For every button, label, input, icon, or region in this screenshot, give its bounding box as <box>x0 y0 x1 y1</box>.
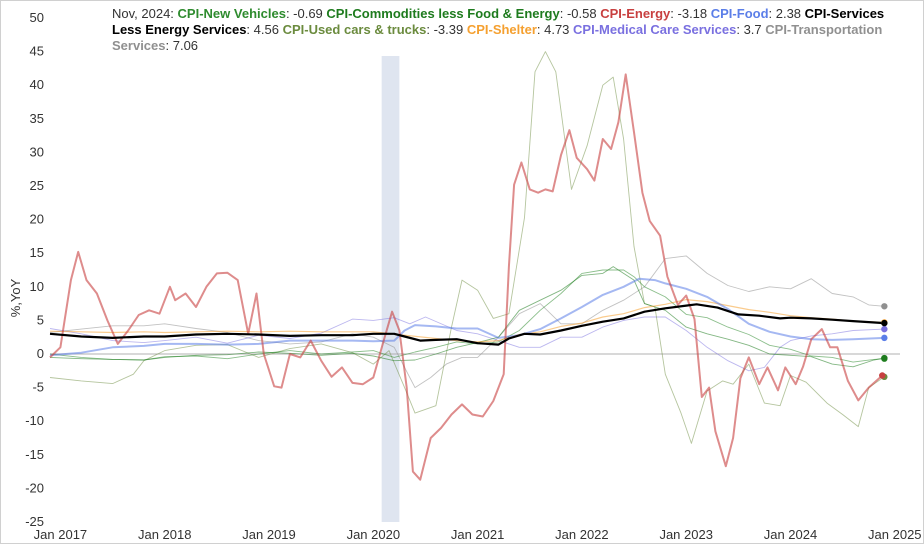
y-tick-label: 25 <box>30 178 44 193</box>
y-tick-label: -25 <box>25 514 44 529</box>
legend-series-value: : 4.73 <box>536 22 574 37</box>
x-tick-label: Jan 2020 <box>347 527 401 542</box>
x-tick-labels: Jan 2017 Jan 2018 Jan 2019 Jan 2020 Jan 2021… <box>34 527 922 542</box>
x-tick-label: Jan 2024 <box>764 527 818 542</box>
series-layer <box>49 51 885 481</box>
y-tick-label: -15 <box>25 447 44 462</box>
legend-item: CPI-New Vehicles: -0.69 <box>178 6 327 21</box>
endpoint-layer <box>879 303 888 381</box>
legend-date: Nov, 2024: <box>112 6 174 21</box>
legend-item: CPI-Services Less Energy Services: 4.56 <box>112 6 884 37</box>
y-axis-label: %,YoY <box>8 278 23 317</box>
x-tick-label: Jan 2018 <box>138 527 192 542</box>
recession-band-layer <box>381 56 400 522</box>
series-line-cpi-commodities-less-food-energy <box>49 266 885 368</box>
legend-items: CPI-New Vehicles: -0.69 CPI-Commodities … <box>112 6 884 53</box>
legend-item: CPI-Medical Care Services: 3.7 <box>573 22 765 37</box>
x-tick-label: Jan 2021 <box>451 527 505 542</box>
y-tick-labels: -25 -20 -15 -10 -5 0 5 10 15 20 25 30 35 40 45 50 <box>25 10 44 529</box>
x-tick-label: Jan 2023 <box>659 527 713 542</box>
y-tick-label: 45 <box>30 44 44 59</box>
legend-series-name: CPI-Medical Care Services <box>573 22 737 37</box>
legend-series-value: : -3.18 <box>670 6 711 21</box>
series-line-cpi-energy <box>49 73 883 481</box>
legend-series-name: CPI-Used cars & trucks <box>282 22 427 37</box>
y-tick-label: 40 <box>30 77 44 92</box>
legend-series-value: : 2.38 <box>768 6 805 21</box>
legend: Nov, 2024: CPI-New Vehicles: -0.69 CPI-C… <box>112 6 902 54</box>
legend-series-name: CPI-Transportation Services <box>112 22 883 53</box>
legend-series-value: : -3.39 <box>426 22 467 37</box>
legend-item: CPI-Shelter: 4.73 <box>467 22 573 37</box>
y-tick-label: 35 <box>30 111 44 126</box>
y-tick-label: 50 <box>30 10 44 25</box>
endpoint-cpi-transportation-services <box>881 303 888 310</box>
legend-series-name: CPI-Services Less Energy Services <box>112 6 885 37</box>
recession-band <box>381 56 400 522</box>
legend-series-value: : 7.06 <box>165 38 199 53</box>
legend-series-name: CPI-Food <box>710 6 769 21</box>
series-line-cpi-transportation-services <box>49 255 885 389</box>
endpoint-cpi-food <box>881 334 888 342</box>
endpoint-cpi-medical-care-services <box>881 325 888 333</box>
endpoint-cpi-commodities-less-food-energy <box>881 354 888 362</box>
legend-series-name: CPI-Energy <box>600 6 671 21</box>
y-tick-label: 15 <box>30 245 44 260</box>
legend-item: CPI-Food: 2.38 <box>711 6 805 21</box>
legend-item: CPI-Transportation Services: 7.06 <box>112 22 882 53</box>
y-tick-label: 5 <box>37 312 44 327</box>
legend-item: CPI-Energy: -3.18 <box>600 6 711 21</box>
series-line-cpi-services-less-energy-services <box>49 303 885 346</box>
x-tick-label: Jan 2022 <box>555 527 609 542</box>
y-tick-label: -10 <box>25 413 44 428</box>
y-tick-label: -20 <box>25 480 44 495</box>
series-line-cpi-medical-care-services <box>49 316 885 372</box>
legend-series-value: : 4.56 <box>246 22 283 37</box>
y-tick-label: 30 <box>30 144 44 159</box>
endpoint-cpi-services-less-energy-services <box>881 319 888 327</box>
x-tick-label: Jan 2017 <box>34 527 88 542</box>
legend-item: CPI-Used cars & trucks: -3.39 <box>283 22 467 37</box>
legend-series-name: CPI-Commodities less Food & Energy <box>326 6 560 21</box>
y-tick-label: 10 <box>30 279 44 294</box>
legend-series-name: CPI-New Vehicles <box>177 6 286 21</box>
legend-series-value: : -0.69 <box>285 6 327 21</box>
legend-item: CPI-Commodities less Food & Energy: -0.5… <box>326 6 600 21</box>
x-tick-label: Jan 2019 <box>242 527 296 542</box>
y-tick-label: 20 <box>30 212 44 227</box>
y-tick-label: 0 <box>37 346 44 361</box>
legend-series-value: : 3.7 <box>736 22 766 37</box>
x-tick-label: Jan 2025 <box>868 527 922 542</box>
endpoint-cpi-energy <box>879 372 886 379</box>
series-line-cpi-new-vehicles <box>49 269 885 363</box>
legend-series-name: CPI-Shelter <box>466 22 537 37</box>
series-line-cpi-food <box>49 277 885 357</box>
legend-series-value: : -0.58 <box>559 6 601 21</box>
y-tick-label: -5 <box>32 380 44 395</box>
